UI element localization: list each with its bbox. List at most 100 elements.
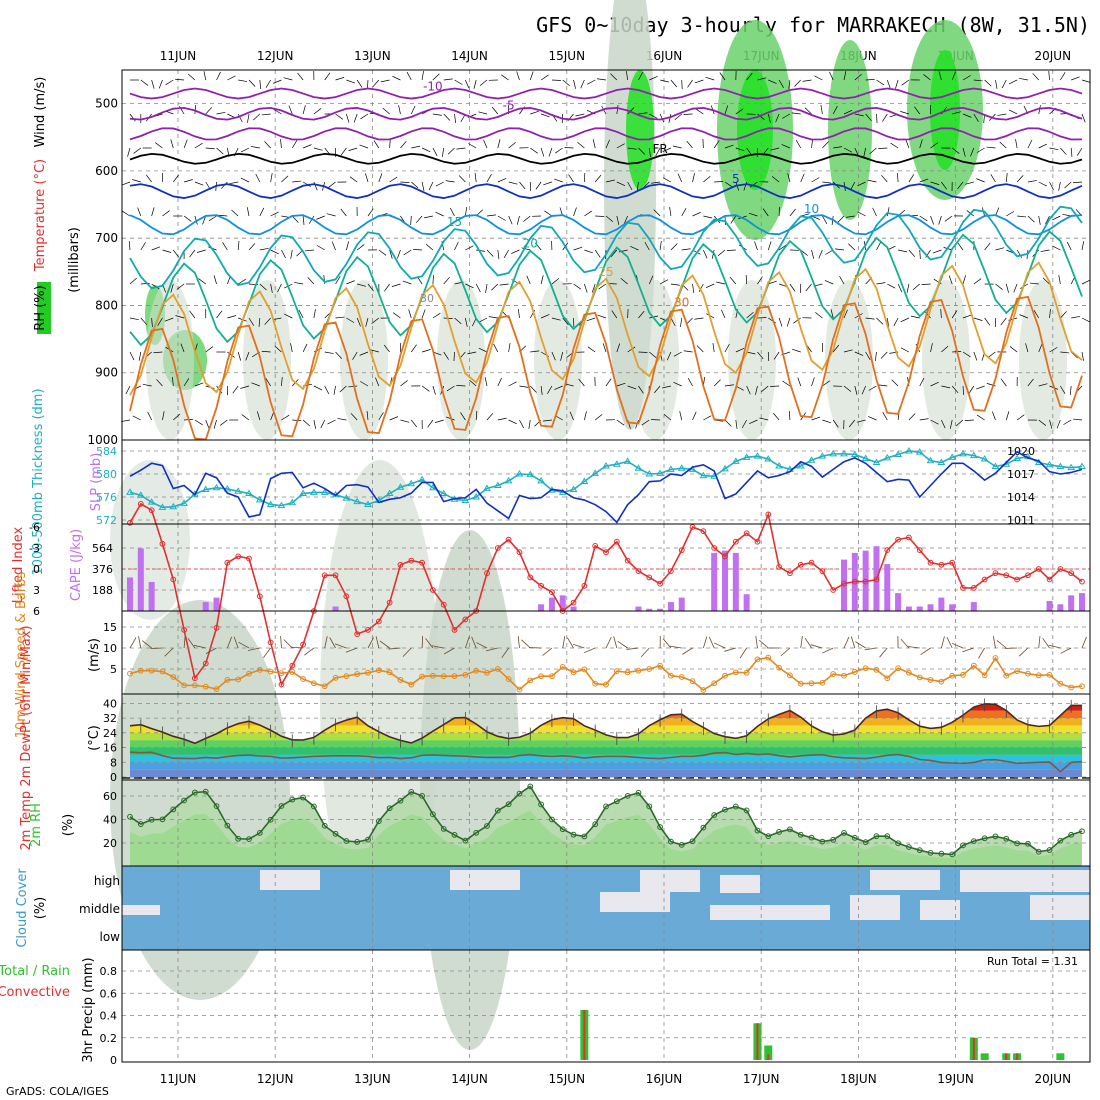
wind-barb: [432, 113, 442, 116]
wind-barb: [551, 278, 560, 285]
wind-barb: [540, 275, 544, 285]
data-point: [127, 813, 133, 820]
wind-barb: [562, 317, 569, 326]
data-point: [1057, 837, 1064, 844]
wind-barb: [535, 181, 542, 190]
y-tick-label-right: 1017: [1007, 468, 1035, 481]
data-point: [266, 500, 275, 507]
wind-barb: [900, 111, 910, 115]
wind-barb: [584, 210, 593, 217]
wind-barb: [887, 283, 896, 289]
wind-barb: [662, 385, 671, 389]
data-point: [527, 574, 534, 581]
data-point: [451, 831, 458, 838]
wind-barb: [542, 419, 552, 422]
data-point: [743, 530, 750, 537]
data-point: [559, 826, 566, 833]
data-point: [364, 500, 372, 507]
wind-barb: [919, 215, 928, 222]
data-point: [277, 501, 286, 509]
wind-barb: [850, 636, 856, 649]
cloud-row-label: high: [94, 874, 120, 888]
wind-barb: [724, 144, 734, 149]
wind-barb: [277, 283, 282, 293]
wind-barb: [976, 178, 985, 183]
wind-barb: [921, 283, 931, 285]
wind-barb: [187, 73, 196, 81]
wind-barb: [263, 647, 271, 658]
wind-barb: [984, 242, 991, 251]
wind-barb: [194, 419, 203, 426]
data-point: [159, 668, 166, 675]
wind-barb: [811, 416, 821, 421]
wind-barb: [208, 215, 217, 222]
wind-barb: [443, 647, 455, 655]
wind-barb: [1038, 636, 1041, 649]
wind-barb: [941, 385, 951, 389]
wind-barb: [176, 283, 185, 290]
wind-barb: [346, 280, 355, 285]
data-point: [916, 674, 923, 681]
cape-bar: [1079, 593, 1085, 611]
data-point: [224, 559, 231, 566]
wind-barb: [469, 379, 477, 387]
wind-barb: [540, 314, 550, 319]
wind-barb: [648, 147, 651, 157]
wind-barb: [162, 210, 170, 217]
wind-barb: [329, 637, 336, 649]
wind-barb: [1013, 283, 1018, 293]
wind-barb: [620, 277, 628, 285]
wind-barb: [757, 276, 763, 285]
data-point: [181, 682, 187, 689]
cape-bar: [884, 564, 891, 611]
wind-barb: [995, 247, 1005, 251]
wind-barb: [413, 249, 423, 251]
wind-barb: [951, 642, 964, 649]
isotherm-contour: [129, 261, 1083, 396]
data-point: [127, 519, 133, 526]
wind-barb: [908, 413, 916, 421]
data-point: [850, 450, 859, 457]
wind-barb: [288, 105, 293, 115]
wind-barb: [789, 283, 796, 292]
wind-barb: [880, 351, 888, 359]
wind-barb: [454, 79, 463, 85]
y-tick-label-left: 576: [96, 491, 117, 504]
wind-barb: [474, 173, 477, 183]
wind-barb: [227, 315, 237, 319]
data-point: [246, 836, 252, 843]
cape-bar: [538, 604, 545, 611]
wind-barb: [705, 76, 715, 81]
wind-barb: [162, 411, 165, 421]
wind-barb: [431, 645, 444, 649]
wind-barb: [970, 147, 975, 157]
rh-shading: [922, 280, 970, 440]
wind-barb: [976, 414, 985, 421]
wind-barb: [843, 109, 853, 115]
wind-barb: [411, 181, 419, 189]
wind-barb: [729, 276, 737, 285]
wind-barb: [616, 343, 621, 353]
data-point: [938, 561, 945, 568]
wind-barb: [357, 283, 366, 287]
wind-barb: [272, 79, 282, 84]
wind-barb: [198, 278, 206, 285]
wind-barb: [569, 411, 574, 421]
wind-barb: [854, 385, 858, 395]
data-point: [862, 839, 869, 846]
data-point: [624, 792, 631, 799]
wind-barb: [886, 207, 890, 217]
wind-barb: [475, 410, 478, 421]
data-point: [873, 576, 880, 583]
wind-barb: [854, 113, 864, 117]
data-point: [916, 847, 923, 854]
y-tick-label-left: -6: [29, 521, 40, 534]
wind-barb: [443, 276, 450, 285]
precip-frame: [121, 949, 1091, 1063]
wind-barb: [686, 140, 693, 149]
data-point: [591, 469, 600, 476]
data-point: [332, 674, 339, 681]
wind-barb: [677, 173, 683, 183]
wind-barb: [863, 147, 866, 157]
wind-barb: [791, 112, 801, 115]
